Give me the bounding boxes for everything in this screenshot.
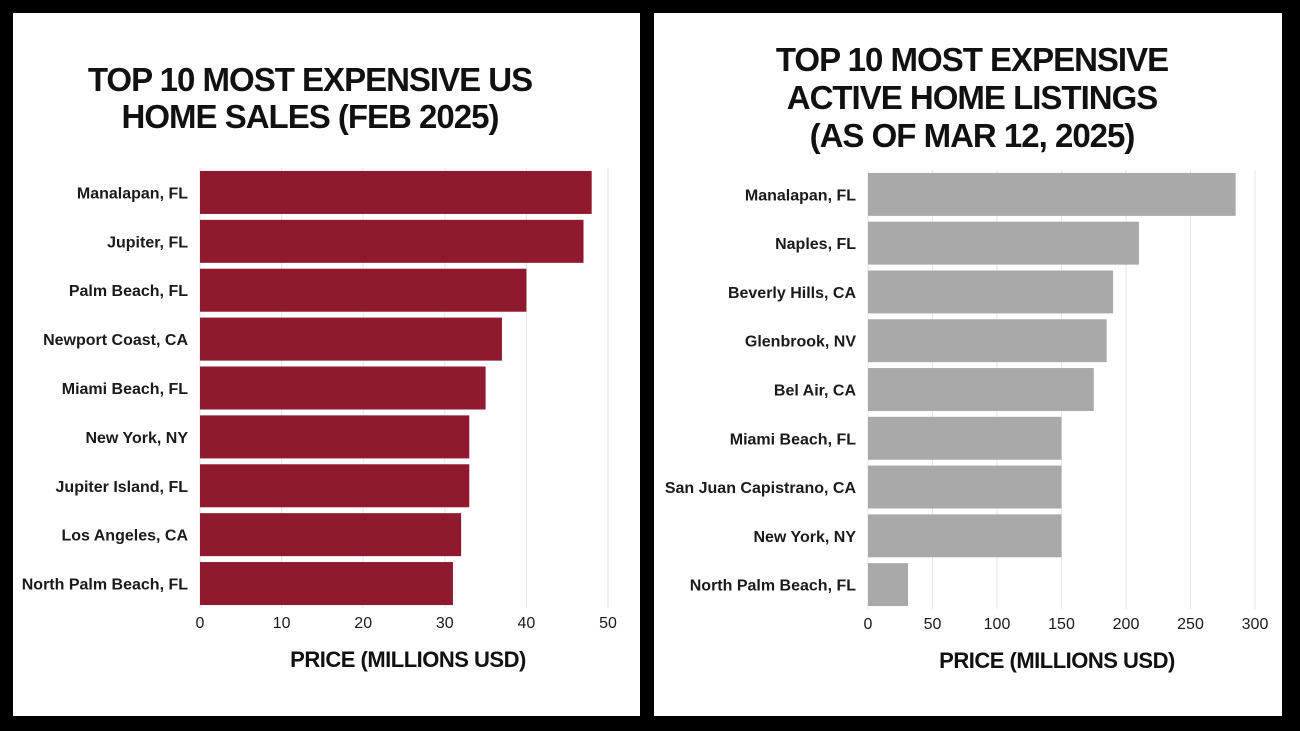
category-label: North Palm Beach, FL	[22, 577, 188, 594]
category-label: Newport Coast, CA	[43, 332, 188, 349]
bar	[868, 416, 1062, 460]
bar	[200, 170, 592, 214]
bar	[200, 562, 453, 606]
category-label: New York, NY	[85, 430, 188, 447]
bar	[868, 319, 1107, 363]
category-label: Naples, FL	[775, 236, 856, 253]
x-tick-label: 20	[354, 615, 372, 632]
x-tick-label: 50	[924, 616, 942, 633]
bar	[868, 514, 1062, 558]
bar	[868, 270, 1114, 314]
category-label: North Palm Beach, FL	[690, 578, 856, 595]
category-label: Los Angeles, CA	[61, 528, 188, 545]
x-tick-label: 250	[1177, 616, 1204, 633]
chart-title-line: TOP 10 MOST EXPENSIVE	[776, 41, 1168, 78]
category-label: Jupiter Island, FL	[56, 479, 189, 496]
bar	[200, 366, 486, 410]
x-tick-label: 100	[984, 616, 1011, 633]
x-tick-label: 10	[273, 615, 291, 632]
x-tick-label: 50	[599, 615, 617, 632]
bar	[200, 415, 470, 459]
x-tick-label: 0	[196, 615, 205, 632]
bar	[868, 368, 1094, 411]
category-label: San Juan Capistrano, CA	[665, 480, 857, 497]
category-label: Beverly Hills, CA	[728, 285, 857, 302]
x-tick-label: 40	[518, 615, 536, 632]
bar	[868, 465, 1062, 509]
chart-title-line: HOME SALES (FEB 2025)	[122, 98, 499, 135]
x-axis-label: PRICE (MILLIONS USD)	[939, 648, 1175, 673]
x-tick-label: 150	[1048, 616, 1075, 633]
category-label: Miami Beach, FL	[62, 381, 188, 398]
x-tick-label: 200	[1113, 616, 1140, 633]
category-label: Miami Beach, FL	[730, 431, 856, 448]
bar	[200, 464, 470, 508]
bar	[200, 268, 527, 312]
category-label: Glenbrook, NV	[745, 334, 856, 351]
category-label: Palm Beach, FL	[69, 283, 188, 300]
left-chart-panel: TOP 10 MOST EXPENSIVE US HOME SALES (FEB …	[13, 13, 640, 716]
x-axis-label: PRICE (MILLIONS USD)	[290, 647, 526, 672]
category-label: Manalapan, FL	[745, 187, 856, 204]
bar	[200, 219, 584, 263]
bar	[868, 172, 1236, 216]
category-label: Bel Air, CA	[774, 383, 857, 400]
category-label: New York, NY	[753, 529, 856, 546]
x-tick-label: 30	[436, 615, 454, 632]
category-label: Jupiter, FL	[107, 234, 188, 251]
chart-title-line: ACTIVE HOME LISTINGS	[787, 79, 1158, 116]
x-tick-label: 0	[864, 616, 873, 633]
chart-title-line: (AS OF MAR 12, 2025)	[810, 117, 1135, 154]
category-label: Manalapan, FL	[77, 185, 188, 202]
chart-title-line: TOP 10 MOST EXPENSIVE US	[88, 61, 532, 98]
x-tick-label: 300	[1242, 616, 1269, 633]
bar	[868, 221, 1139, 265]
right-chart-panel: TOP 10 MOST EXPENSIVE ACTIVE HOME LISTING…	[654, 13, 1282, 716]
bar	[200, 513, 462, 557]
bar	[868, 563, 908, 607]
bar	[200, 317, 502, 361]
